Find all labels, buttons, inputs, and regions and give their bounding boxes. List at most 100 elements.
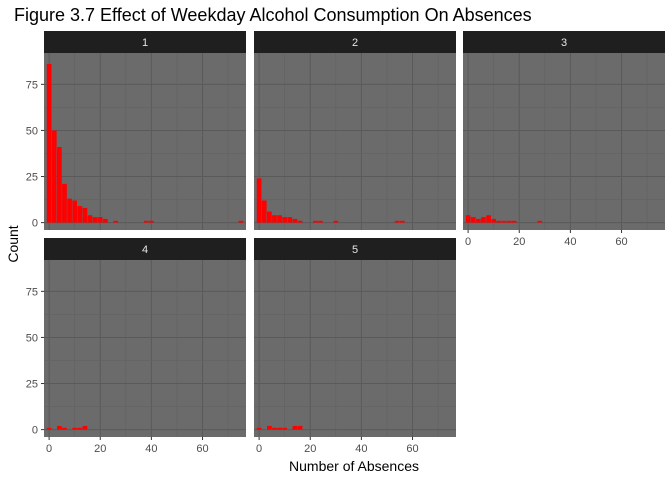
facet-strip (254, 31, 456, 53)
x-tick-label: 0 (465, 236, 471, 248)
histogram-bar (272, 215, 277, 223)
histogram-bar (92, 217, 98, 223)
histogram-bar (56, 147, 62, 223)
facet-strip (44, 238, 246, 260)
histogram-bar (506, 220, 512, 223)
histogram-bar (394, 220, 400, 223)
histogram-bar (318, 220, 323, 223)
x-tick-label: 60 (615, 236, 627, 248)
x-tick-label: 0 (46, 443, 52, 455)
histogram-bar (82, 425, 88, 430)
histogram-bar (287, 217, 293, 223)
x-tick-label: 60 (196, 443, 208, 455)
histogram-bar (72, 427, 78, 430)
x-tick-label: 40 (564, 236, 576, 248)
histogram-bar (51, 130, 57, 223)
histogram-bar (238, 220, 244, 223)
histogram-bar (113, 220, 118, 223)
histogram-bar (282, 427, 288, 430)
x-tick-label: 60 (406, 443, 418, 455)
histogram-bar (46, 427, 52, 430)
panel-background (463, 53, 665, 230)
x-axis: 0 20 40 60 0 20 40 60 0 20 40 60 (46, 230, 628, 455)
histogram-bar (261, 200, 267, 223)
y-axis: 0 25 50 75 0 25 50 75 (26, 79, 44, 437)
x-tick-label: 40 (145, 443, 157, 455)
histogram-bar (486, 215, 491, 223)
panel-background (44, 53, 246, 230)
histogram-bar (297, 425, 303, 430)
histogram-bar (297, 220, 303, 223)
histogram-bar (470, 217, 476, 223)
y-tick-label: 75 (26, 79, 38, 91)
histogram-bar (149, 220, 154, 223)
y-tick-label: 75 (26, 286, 38, 298)
histogram-bar (62, 427, 67, 430)
histogram-bar (62, 183, 67, 223)
histogram-bar (103, 218, 108, 223)
panel-background (254, 53, 456, 230)
facet-strip-label: 5 (352, 244, 358, 256)
facet-panel-2: 2 (254, 31, 456, 230)
facet-panels: 1 2 3 4 5 (44, 31, 665, 437)
histogram-bar (333, 220, 339, 223)
chart-title: Figure 3.7 Effect of Weekday Alcohol Con… (14, 5, 532, 25)
histogram-bar (277, 427, 282, 430)
histogram-bar (77, 206, 83, 223)
facet-strip (44, 31, 246, 53)
y-axis-title: Count (5, 225, 21, 262)
histogram-bar (256, 427, 262, 430)
histogram-bar (272, 427, 277, 430)
facet-panel-5: 5 (254, 238, 456, 437)
histogram-bar (475, 218, 481, 223)
histogram-bar (67, 198, 72, 223)
y-tick-label: 50 (26, 125, 38, 137)
x-tick-label: 40 (355, 443, 367, 455)
y-tick-label: 50 (26, 332, 38, 344)
histogram-bar (143, 220, 149, 223)
histogram-bar (277, 215, 282, 223)
histogram-bar (491, 218, 497, 223)
x-tick-label: 20 (304, 443, 316, 455)
facet-panel-3: 3 (463, 31, 665, 230)
facet-strip-label: 1 (142, 37, 148, 49)
histogram-bar (72, 200, 78, 223)
histogram-bar (501, 220, 507, 223)
facet-strip-label: 4 (142, 244, 148, 256)
histogram-bar (46, 64, 52, 223)
x-tick-label: 20 (94, 443, 106, 455)
facet-panel-1: 1 (44, 31, 246, 230)
x-tick-label: 0 (256, 443, 262, 455)
facet-strip (254, 238, 456, 260)
histogram-bar (256, 178, 262, 223)
histogram-bar (77, 427, 83, 430)
facet-strip (463, 31, 665, 53)
histogram-bar (313, 220, 318, 223)
histogram-bar (266, 425, 272, 430)
x-axis-title: Number of Absences (289, 458, 419, 474)
histogram-bar (56, 425, 62, 430)
histogram-bar (537, 220, 543, 223)
histogram-bar (266, 211, 272, 223)
histogram-bar (399, 220, 405, 223)
facet-panel-4: 4 (44, 238, 246, 437)
panel-background (44, 260, 246, 437)
panel-background (254, 260, 456, 437)
histogram-bar (496, 220, 502, 223)
histogram-bar (82, 207, 88, 223)
histogram-bar (465, 215, 471, 223)
histogram-bar (511, 220, 517, 223)
histogram-bar (282, 217, 288, 223)
histogram-bar (292, 425, 298, 430)
histogram-bar (97, 217, 103, 223)
facet-strip-label: 2 (352, 37, 358, 49)
facet-strip-label: 3 (561, 37, 567, 49)
y-tick-label: 0 (32, 218, 38, 230)
histogram-bar (87, 215, 93, 223)
histogram-bar (292, 218, 298, 223)
y-tick-label: 0 (32, 425, 38, 437)
y-tick-label: 25 (26, 379, 38, 391)
y-tick-label: 25 (26, 172, 38, 184)
x-tick-label: 20 (513, 236, 525, 248)
